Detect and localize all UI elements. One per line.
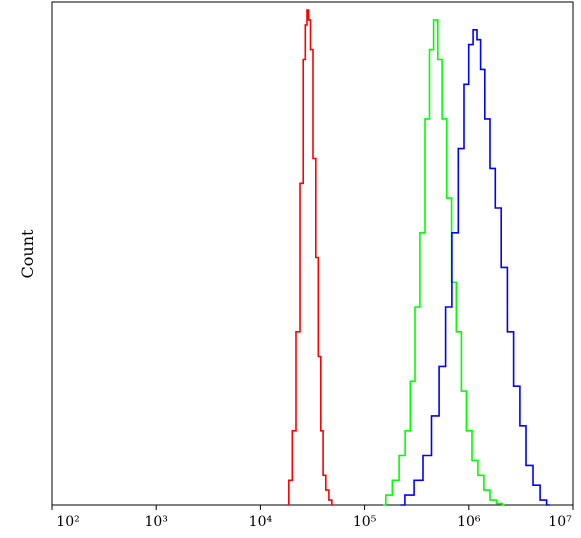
histogram-series-2 [382, 19, 505, 506]
histogram-series-1 [287, 9, 334, 506]
x-tick-layer [51, 505, 574, 510]
x-tick-label-layer: 10² 10³ 10⁴ 10⁵ 10⁶ 10⁷ [56, 514, 572, 530]
histogram-series-3 [400, 29, 550, 506]
x-tick-label: 10² [56, 514, 79, 530]
x-tick-label: 10⁴ [249, 514, 273, 530]
plot-area-frame [51, 1, 574, 506]
series-layer [287, 9, 550, 506]
x-tick-label: 10⁶ [457, 514, 481, 530]
y-axis-label: Count [18, 229, 37, 278]
x-tick-label: 10⁵ [353, 514, 377, 530]
x-tick-label: 10³ [144, 514, 167, 530]
x-tick-label: 10⁷ [548, 514, 572, 530]
